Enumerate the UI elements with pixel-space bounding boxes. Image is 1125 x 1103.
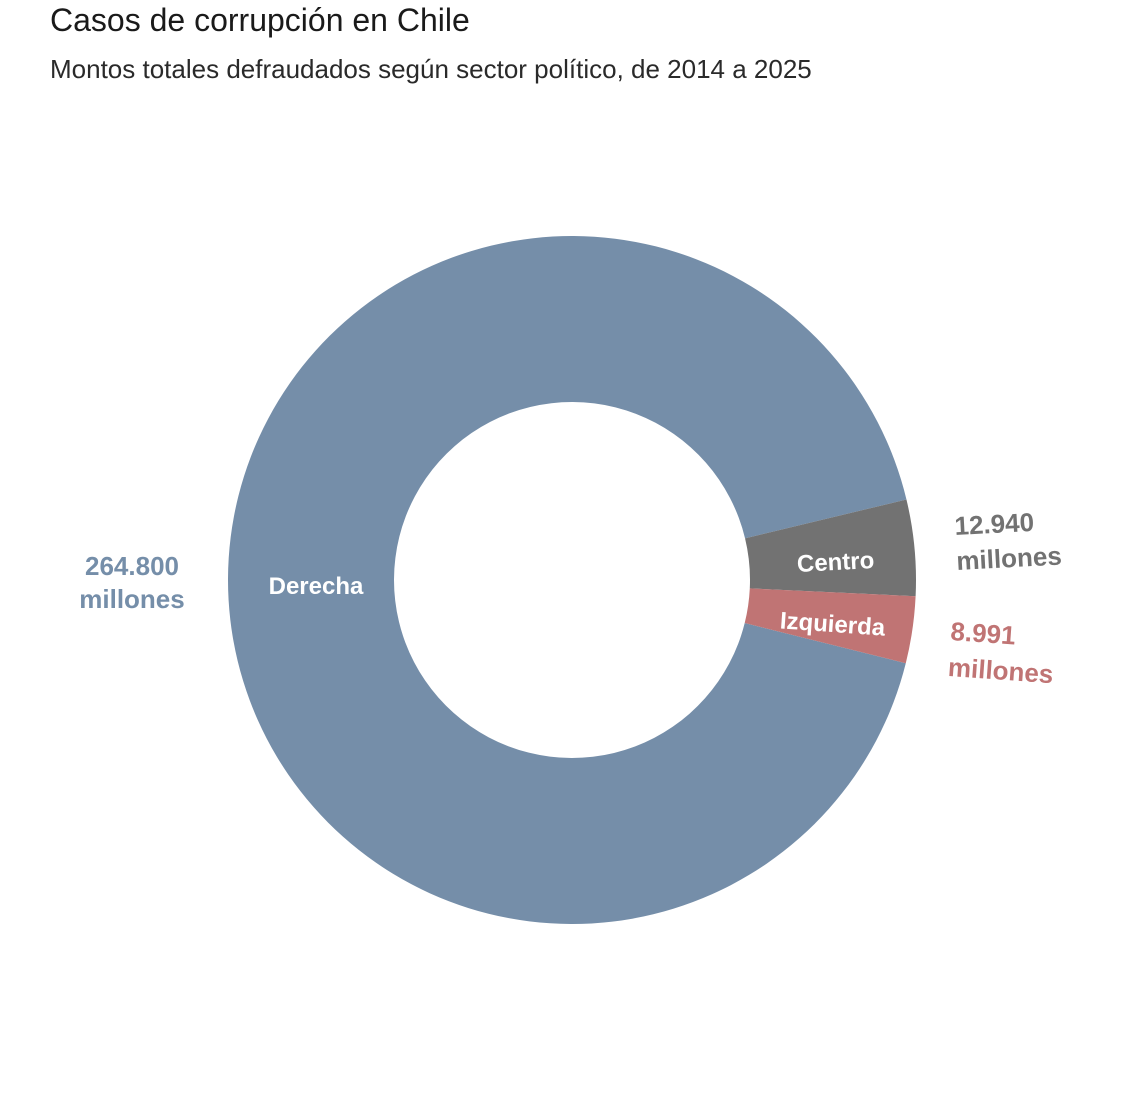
slice-label-centro: Centro: [796, 547, 875, 578]
slice-derecha: [228, 235, 907, 925]
chart-title: Casos de corrupción en Chile: [50, 2, 470, 38]
chart-subtitle: Montos totales defraudados según sector …: [50, 54, 812, 84]
value-label-izquierda-unit: millones: [947, 652, 1054, 689]
slice-label-derecha: Derecha: [269, 573, 364, 600]
donut-slices: [228, 235, 916, 925]
value-label-derecha-unit: millones: [79, 584, 184, 614]
slice-izquierda: [744, 588, 916, 664]
value-label-izquierda-amount: 8.991: [950, 616, 1017, 650]
value-label-centro-unit: millones: [956, 540, 1063, 575]
donut-value-labels: 264.800millones12.940millones8.991millon…: [79, 507, 1063, 689]
slice-centro: [745, 499, 916, 597]
value-label-derecha-amount: 264.800: [85, 551, 179, 581]
value-label-centro-amount: 12.940: [954, 507, 1035, 541]
